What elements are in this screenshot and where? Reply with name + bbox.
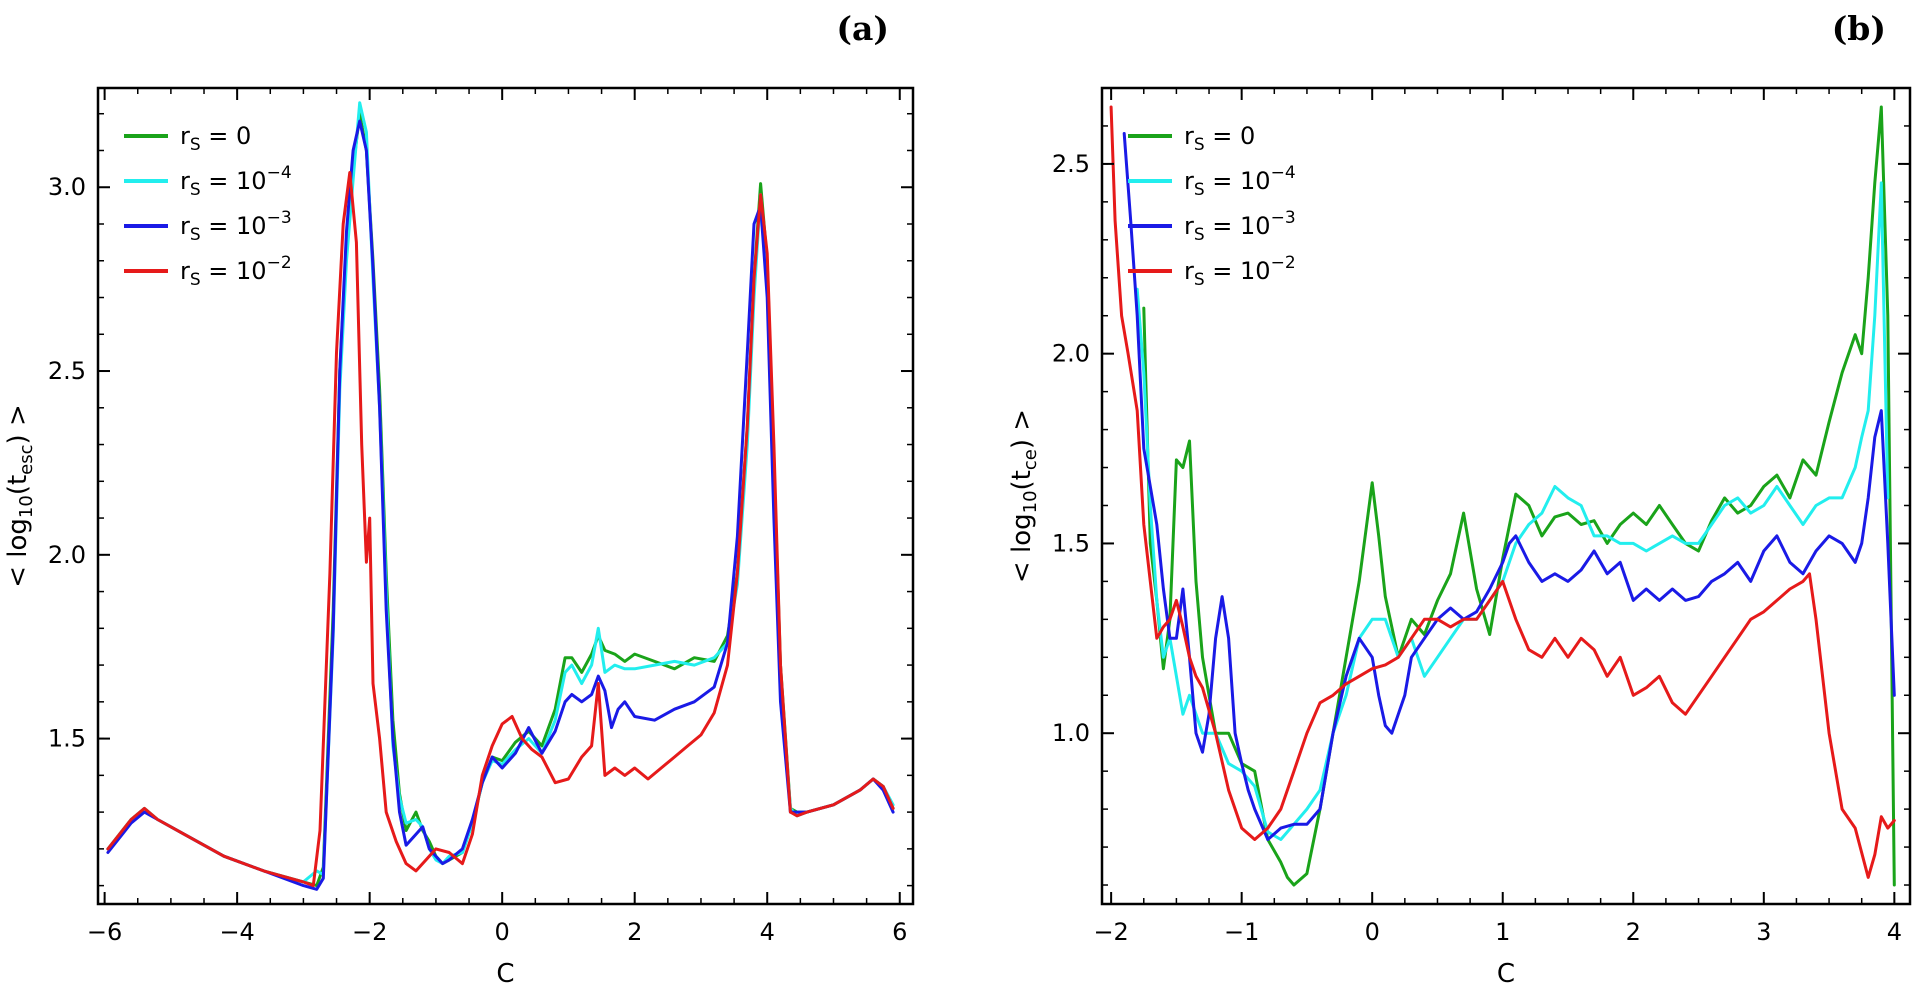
x-tick-label: 4 bbox=[1887, 918, 1902, 946]
x-tick-label: 2 bbox=[1626, 918, 1641, 946]
y-axis-title: < log10(tesc) > bbox=[3, 404, 37, 588]
y-title-prefix: < log bbox=[3, 518, 33, 588]
chart-panel-b: −2 −1 0 1 2 3 4 1.0 1.5 2.0 2.5 C < log10(tce) > (b) r… bbox=[1007, 9, 1912, 989]
legend-main: r bbox=[1184, 122, 1194, 150]
x-tick-label: 4 bbox=[760, 918, 775, 946]
legend-eq: = 10 bbox=[1205, 257, 1271, 285]
y-tick-label: 2.0 bbox=[48, 541, 86, 569]
y-title-base: 10 bbox=[16, 495, 37, 518]
y-title-suffix: ) > bbox=[1007, 409, 1037, 449]
legend-sub: S bbox=[190, 225, 201, 245]
legend-eq: = 0 bbox=[201, 122, 252, 150]
x-axis-title: C bbox=[1497, 959, 1515, 989]
legend-main: r bbox=[180, 257, 190, 285]
legend-main: r bbox=[180, 167, 190, 195]
y-title-base: 10 bbox=[1020, 490, 1041, 513]
legend-sub: S bbox=[1194, 225, 1205, 245]
x-tick-label: 1 bbox=[1495, 918, 1510, 946]
legend-label: rS = 10−4 bbox=[1184, 163, 1296, 200]
legend-main: r bbox=[1184, 257, 1194, 285]
legend-main: r bbox=[180, 212, 190, 240]
x-tick-label: −4 bbox=[219, 918, 254, 946]
legend-label: rS = 0 bbox=[180, 122, 251, 155]
y-tick-label: 2.5 bbox=[48, 357, 86, 385]
legend-sub: S bbox=[190, 180, 201, 200]
y-tick-label: 3.0 bbox=[48, 173, 86, 201]
y-tick-label: 2.5 bbox=[1052, 150, 1090, 178]
legend-label: rS = 10−4 bbox=[180, 163, 292, 200]
x-axis-title: C bbox=[496, 959, 514, 989]
plot-frame bbox=[96, 86, 915, 906]
y-title-sub: esc bbox=[16, 444, 37, 474]
y-title-suffix: ) > bbox=[3, 404, 33, 444]
legend-sub: S bbox=[1194, 135, 1205, 155]
x-tick-label: −1 bbox=[1224, 918, 1259, 946]
series-group bbox=[106, 101, 895, 891]
y-axis-title: < log10(tce) > bbox=[1007, 409, 1041, 583]
legend-sup: −3 bbox=[1271, 208, 1296, 228]
legend-eq: = 10 bbox=[201, 212, 267, 240]
legend-label: rS = 10−3 bbox=[1184, 208, 1296, 245]
y-tick-label: 2.0 bbox=[1052, 340, 1090, 368]
series-group bbox=[1109, 105, 1896, 887]
x-tick-label: −6 bbox=[87, 918, 122, 946]
legend-sup: −3 bbox=[267, 208, 292, 228]
x-tick-label: 2 bbox=[627, 918, 642, 946]
x-tick-label: 0 bbox=[1365, 918, 1380, 946]
series-line-4 bbox=[106, 171, 895, 888]
legend-main: r bbox=[1184, 167, 1194, 195]
panel-label: (b) bbox=[1832, 9, 1886, 48]
legend-label: rS = 0 bbox=[1184, 122, 1255, 155]
legend-eq: = 0 bbox=[1205, 122, 1256, 150]
series-line-4 bbox=[1109, 105, 1896, 879]
y-title-mid: (t bbox=[1007, 470, 1037, 490]
legend-main: r bbox=[1184, 212, 1194, 240]
legend-label: rS = 10−2 bbox=[180, 253, 292, 290]
x-tick-label: 6 bbox=[892, 918, 907, 946]
x-tick-label: −2 bbox=[1093, 918, 1128, 946]
legend-sup: −4 bbox=[267, 163, 292, 183]
legend-label: rS = 10−3 bbox=[180, 208, 292, 245]
y-tick-label: 1.5 bbox=[48, 725, 86, 753]
series-line-3 bbox=[1122, 132, 1896, 841]
y-title-mid: (t bbox=[3, 475, 33, 495]
y-title-prefix: < log bbox=[1007, 513, 1037, 583]
y-title-sub: ce bbox=[1020, 449, 1041, 470]
legend-sub: S bbox=[1194, 180, 1205, 200]
legend-eq: = 10 bbox=[201, 167, 267, 195]
x-tick-label: 3 bbox=[1756, 918, 1771, 946]
x-tick-label: 0 bbox=[495, 918, 510, 946]
legend-sup: −4 bbox=[1271, 163, 1296, 183]
y-tick-label: 1.5 bbox=[1052, 529, 1090, 557]
x-tick-label: −2 bbox=[352, 918, 387, 946]
chart-panel-a: −6 −4 −2 0 2 4 6 1.5 2.0 2.5 3.0 C < log10(tesc) > (a… bbox=[3, 9, 915, 989]
legend-main: r bbox=[180, 122, 190, 150]
y-tick-label: 1.0 bbox=[1052, 719, 1090, 747]
legend-sub: S bbox=[190, 135, 201, 155]
legend-label: rS = 10−2 bbox=[1184, 253, 1296, 290]
legend-sup: −2 bbox=[267, 253, 292, 273]
series-line-1 bbox=[1142, 105, 1896, 887]
plot-frame bbox=[1100, 86, 1912, 906]
legend-sub: S bbox=[1194, 270, 1205, 290]
panel-label: (a) bbox=[836, 9, 889, 48]
legend-sub: S bbox=[190, 270, 201, 290]
legend-sup: −2 bbox=[1271, 253, 1296, 273]
legend-eq: = 10 bbox=[1205, 212, 1271, 240]
legend-eq: = 10 bbox=[201, 257, 267, 285]
legend-eq: = 10 bbox=[1205, 167, 1271, 195]
